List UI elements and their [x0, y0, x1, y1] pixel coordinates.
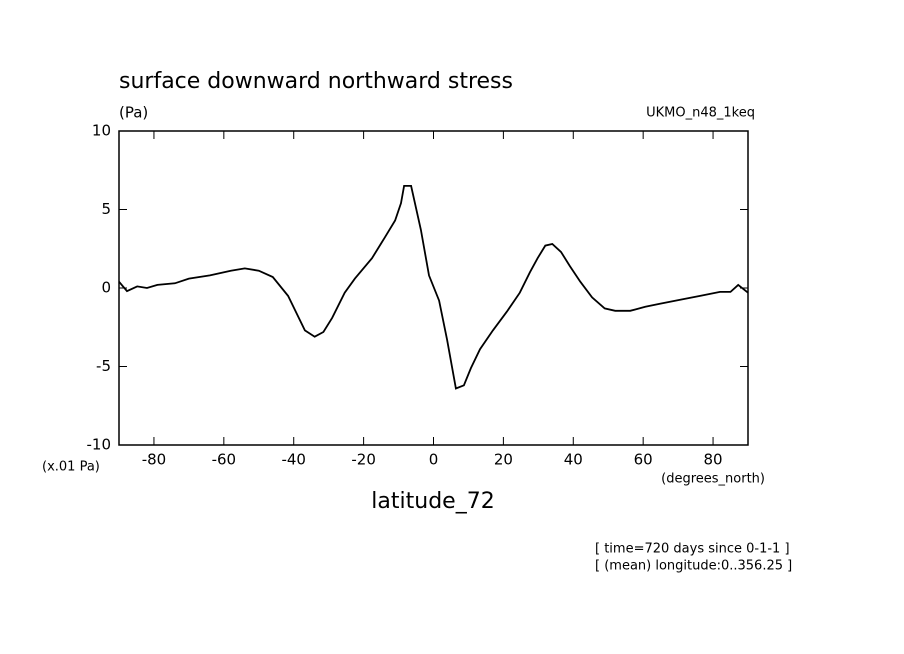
x-tick-label: 80 — [704, 451, 723, 469]
x-tick-label: 40 — [564, 451, 583, 469]
y-tick-label: 0 — [101, 279, 111, 297]
x-tick-label: -60 — [212, 451, 237, 469]
x-tick-label: -40 — [281, 451, 306, 469]
y-tick-label: 5 — [101, 200, 111, 218]
x-tick-label: 20 — [494, 451, 513, 469]
y-units: (Pa) — [119, 104, 148, 122]
dataset-label: UKMO_n48_1keq — [646, 106, 755, 121]
data-line — [118, 185, 749, 390]
y-tick-label: -5 — [96, 357, 111, 375]
y-tick-label: 10 — [92, 122, 111, 140]
x-tick-label: 0 — [429, 451, 439, 469]
note: [ (mean) longitude:0..356.25 ] — [595, 559, 792, 574]
note: [ time=720 days since 0-1-1 ] — [595, 542, 790, 557]
chart-title: surface downward northward stress — [119, 69, 513, 94]
x-tick-label: -20 — [351, 451, 376, 469]
y-tick-label: -10 — [87, 436, 112, 454]
x-tick-label: 60 — [634, 451, 653, 469]
x-units: (degrees_north) — [661, 472, 765, 487]
x-axis-title: latitude_72 — [371, 489, 494, 514]
y-scale-label: (x.01 Pa) — [42, 460, 100, 475]
x-tick-label: -80 — [142, 451, 167, 469]
